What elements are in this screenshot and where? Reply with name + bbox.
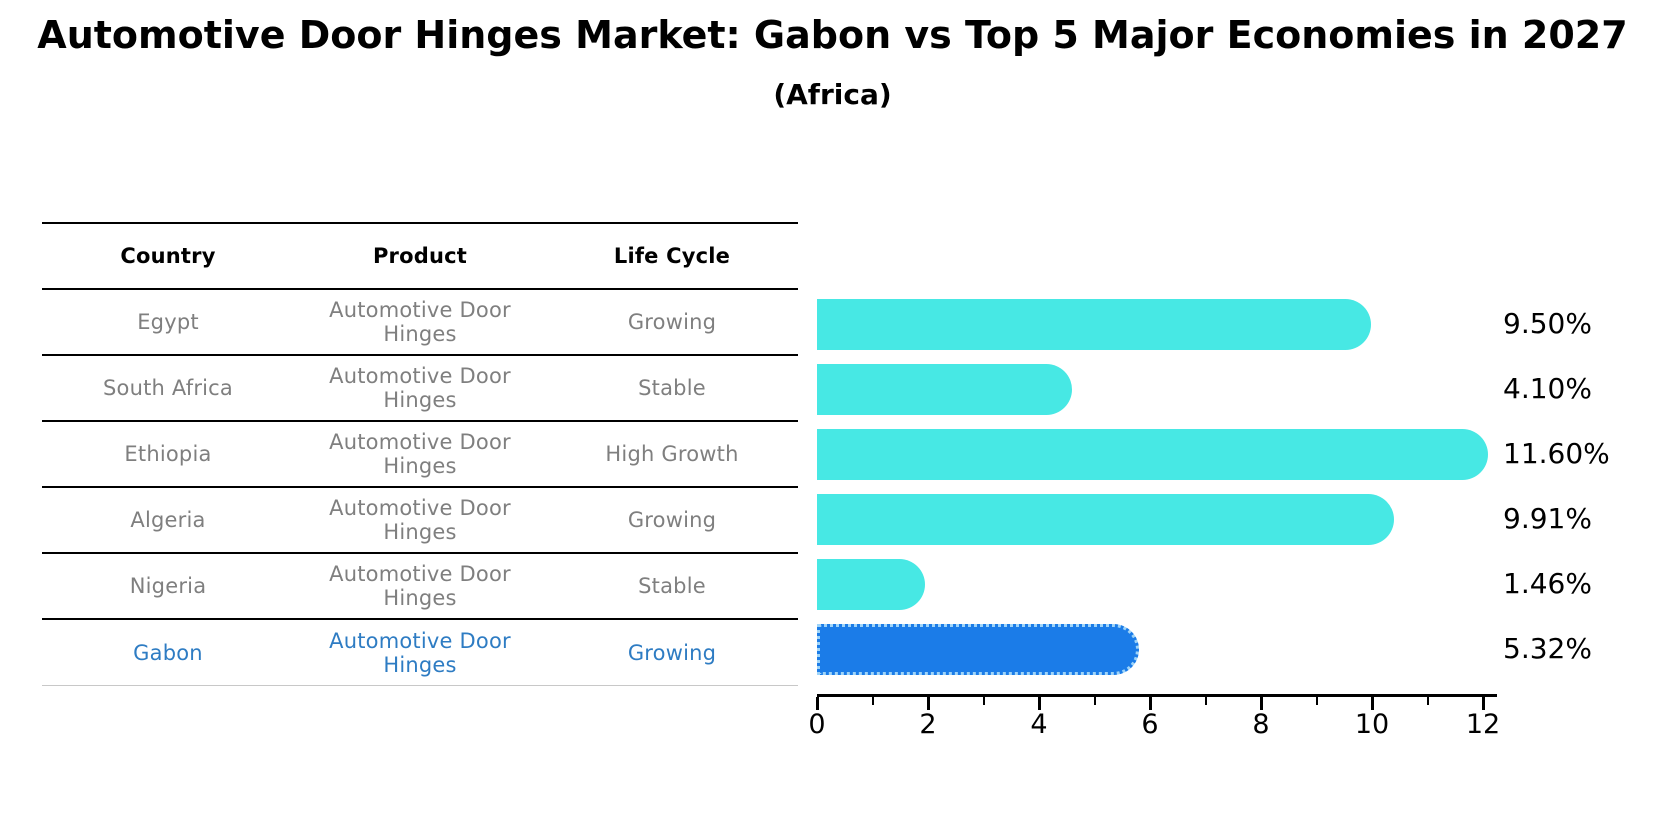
table-header-product: Product xyxy=(372,244,468,268)
cell-country: Algeria xyxy=(130,508,206,532)
table-row: Gabon Automotive Door Hinges Growing xyxy=(42,620,798,686)
x-axis-tick-label: 6 xyxy=(1141,709,1159,740)
x-axis-major-tick xyxy=(1260,697,1263,710)
cell-life-cycle: Growing xyxy=(627,640,717,665)
cell-life-cycle: High Growth xyxy=(605,442,739,466)
cell-product: Automotive Door Hinges xyxy=(329,496,511,544)
x-axis-minor-tick xyxy=(982,697,985,705)
cell-life-cycle: Growing xyxy=(627,508,717,532)
table-row: Egypt Automotive Door Hinges Growing xyxy=(42,290,798,356)
value-label-ethiopia: 11.60% xyxy=(1503,437,1610,470)
x-axis-minor-tick xyxy=(1093,697,1096,705)
x-axis-line xyxy=(817,694,1497,697)
country-summary-table: Country Product Life Cycle Egypt Automotive … xyxy=(42,222,798,686)
x-axis-tick-label: 8 xyxy=(1252,709,1270,740)
x-axis-major-tick xyxy=(1482,697,1485,710)
bar-nigeria xyxy=(817,558,925,610)
table-row: Nigeria Automotive Door Hinges Stable xyxy=(42,554,798,620)
x-axis-major-tick xyxy=(816,697,819,710)
value-label-nigeria: 1.46% xyxy=(1503,567,1592,600)
x-axis-minor-tick xyxy=(1204,697,1207,705)
bar-south-africa xyxy=(817,363,1072,415)
table-row: Algeria Automotive Door Hinges Growing xyxy=(42,488,798,554)
table-header-country: Country xyxy=(120,244,216,268)
table-header-row: Country Product Life Cycle xyxy=(42,222,798,290)
cell-country: Ethiopia xyxy=(124,442,212,466)
cell-country: South Africa xyxy=(103,376,233,400)
x-axis-major-tick xyxy=(927,697,930,710)
table-row: Ethiopia Automotive Door Hinges High Growt… xyxy=(42,422,798,488)
x-axis-minor-tick xyxy=(1315,697,1318,705)
cell-life-cycle: Growing xyxy=(627,310,717,334)
cell-life-cycle: Stable xyxy=(638,376,706,400)
x-axis-tick-label: 2 xyxy=(919,709,937,740)
x-axis-minor-tick xyxy=(871,697,874,705)
cell-product: Automotive Door Hinges xyxy=(329,364,511,412)
bar-ethiopia xyxy=(817,428,1488,480)
bar-gabon xyxy=(817,623,1139,675)
cell-product: Automotive Door Hinges xyxy=(329,430,511,478)
x-axis-tick-label: 10 xyxy=(1354,709,1390,740)
cell-life-cycle: Stable xyxy=(638,574,706,598)
cell-country: Nigeria xyxy=(129,574,207,598)
cell-country: Egypt xyxy=(137,310,199,334)
bar-algeria xyxy=(817,493,1394,545)
value-label-egypt: 9.50% xyxy=(1503,307,1592,340)
value-label-gabon: 5.32% xyxy=(1503,632,1592,665)
bar-egypt xyxy=(817,298,1371,350)
cell-product: Automotive Door Hinges xyxy=(329,562,511,610)
value-label-algeria: 9.91% xyxy=(1503,502,1592,535)
cell-product: Automotive Door Hinges xyxy=(329,628,511,677)
value-label-south-africa: 4.10% xyxy=(1503,372,1592,405)
table-row: South Africa Automotive Door Hinges Stable xyxy=(42,356,798,422)
x-axis-tick-label: 0 xyxy=(808,709,826,740)
x-axis-minor-tick xyxy=(1426,697,1429,705)
cell-country: Gabon xyxy=(133,640,203,665)
x-axis-major-tick xyxy=(1371,697,1374,710)
table-header-life-cycle: Life Cycle xyxy=(613,244,731,268)
x-axis-tick-label: 4 xyxy=(1030,709,1048,740)
cell-product: Automotive Door Hinges xyxy=(329,298,511,346)
page-title: Automotive Door Hinges Market: Gabon vs … xyxy=(37,13,1628,57)
page-subtitle: (Africa) xyxy=(773,78,892,111)
x-axis-tick-label: 12 xyxy=(1465,709,1501,740)
x-axis-major-tick xyxy=(1149,697,1152,710)
x-axis-major-tick xyxy=(1038,697,1041,710)
